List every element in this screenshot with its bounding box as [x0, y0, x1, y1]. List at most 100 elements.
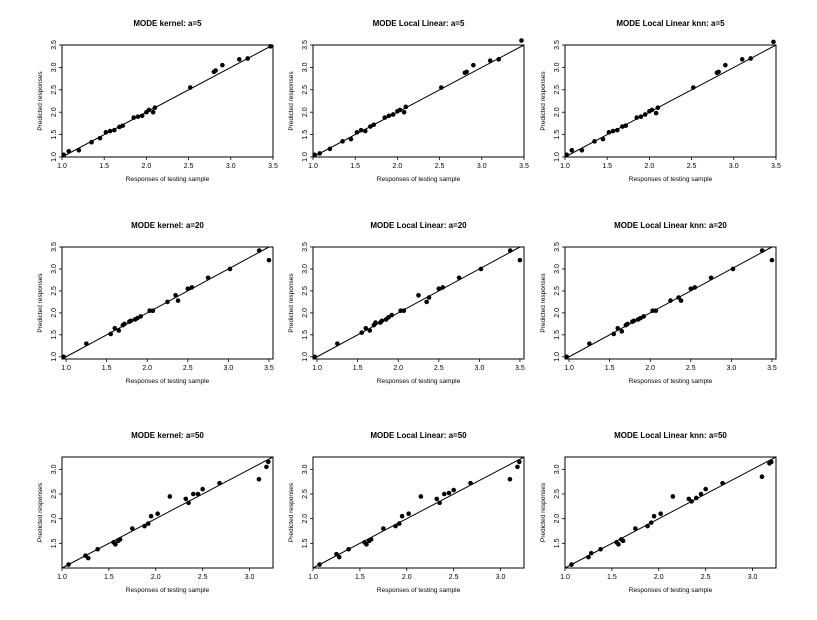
- x-tick-label: 3.0: [226, 163, 236, 170]
- y-tick-label: 2.5: [302, 85, 309, 95]
- data-point: [434, 496, 440, 502]
- y-tick-label: 1.5: [554, 130, 561, 140]
- data-point: [598, 546, 603, 552]
- data-point: [658, 511, 663, 517]
- plot-frame: [312, 246, 525, 360]
- plot-frame: [61, 456, 274, 569]
- data-point: [135, 114, 141, 119]
- data-point: [716, 69, 721, 75]
- data-point: [638, 114, 644, 119]
- y-tick-label: 2.5: [554, 489, 561, 499]
- data-point: [720, 480, 725, 486]
- data-point: [515, 464, 520, 470]
- y-axis-label: Predicted responses: [540, 273, 547, 333]
- y-tick-label: 3.5: [51, 242, 58, 252]
- y-tick-label: 2.5: [51, 85, 58, 95]
- data-point: [438, 85, 444, 90]
- x-tick-label: 2.5: [434, 365, 444, 372]
- data-point: [122, 321, 127, 327]
- data-point: [579, 147, 585, 153]
- plot-frame: [312, 44, 525, 158]
- x-tick-label: 3.0: [726, 365, 736, 372]
- y-tick-label: 3.0: [554, 464, 561, 474]
- y-tick-label: 2.0: [302, 308, 309, 318]
- data-point: [236, 57, 242, 62]
- data-point: [368, 124, 373, 129]
- x-tick-label: 2.5: [449, 574, 459, 581]
- y-tick-label: 1.5: [302, 330, 309, 340]
- data-point: [456, 275, 462, 281]
- data-point: [205, 275, 211, 281]
- data-point: [739, 57, 745, 62]
- data-point: [517, 257, 523, 263]
- y-axis-label: Predicted responses: [540, 482, 547, 542]
- reference-line: [61, 44, 274, 158]
- data-point: [312, 354, 317, 360]
- x-tick-label: 2.0: [402, 574, 412, 581]
- data-point: [200, 486, 205, 492]
- data-point: [116, 328, 122, 333]
- data-point: [615, 127, 620, 133]
- data-point: [390, 112, 396, 117]
- data-point: [446, 490, 452, 496]
- data-point: [650, 308, 655, 313]
- x-tick-label: 1.5: [355, 574, 365, 581]
- data-point: [564, 354, 569, 360]
- x-tick-label: 2.0: [645, 163, 655, 170]
- x-tick-label: 1.5: [353, 365, 363, 372]
- y-tick-label: 1.0: [51, 352, 58, 362]
- y-tick-label: 1.5: [302, 538, 309, 548]
- x-tick-label: 2.5: [184, 163, 194, 170]
- data-point: [386, 113, 392, 119]
- y-tick-label: 3.0: [554, 264, 561, 274]
- y-tick-label: 2.0: [554, 107, 561, 117]
- reference-line: [564, 456, 777, 569]
- data-point: [183, 496, 189, 502]
- plot-frame: [564, 44, 777, 158]
- data-point: [688, 286, 694, 292]
- data-point: [195, 491, 201, 497]
- x-tick-label: 1.5: [102, 365, 112, 372]
- data-point: [84, 341, 89, 346]
- panel-title: MODE kernel: a=5: [133, 19, 202, 28]
- data-point: [142, 523, 147, 529]
- data-point: [403, 104, 409, 110]
- x-tick-label: 2.5: [198, 574, 208, 581]
- x-tick-label: 3.5: [264, 365, 274, 372]
- data-point: [564, 152, 569, 158]
- x-tick-label: 2.5: [686, 365, 696, 372]
- data-point: [398, 308, 403, 313]
- y-tick-label: 2.0: [554, 514, 561, 524]
- data-point: [165, 299, 170, 305]
- data-point: [363, 325, 369, 331]
- data-point: [227, 266, 233, 272]
- x-tick-label: 3.5: [767, 365, 777, 372]
- data-point: [397, 107, 403, 113]
- y-tick-label: 3.0: [302, 264, 309, 274]
- x-tick-label: 1.0: [564, 365, 574, 372]
- y-tick-label: 3.0: [302, 464, 309, 474]
- data-point: [66, 562, 71, 567]
- data-point: [189, 285, 195, 290]
- data-point: [611, 331, 616, 337]
- data-point: [569, 562, 574, 567]
- data-point: [393, 523, 398, 529]
- y-axis-label: Predicted responses: [288, 273, 295, 333]
- data-point: [373, 320, 378, 325]
- data-point: [424, 299, 429, 305]
- data-point: [340, 139, 345, 144]
- panel-title: MODE kernel: a=50: [131, 431, 204, 440]
- data-point: [382, 115, 388, 120]
- x-tick-label: 2.0: [142, 163, 152, 170]
- data-point: [633, 526, 638, 531]
- data-point: [693, 495, 699, 501]
- x-tick-label: 3.5: [771, 163, 781, 170]
- y-tick-label: 2.0: [51, 308, 58, 318]
- x-tick-label: 1.5: [602, 163, 612, 170]
- data-point: [145, 521, 151, 526]
- data-point: [103, 130, 109, 135]
- x-tick-label: 2.0: [393, 163, 403, 170]
- scatter-panel: MODE Local Linear: a=20 1.0 1.5 2.0 2.5 3.0 3.…: [288, 221, 525, 385]
- data-point: [146, 107, 152, 113]
- data-point: [266, 459, 271, 465]
